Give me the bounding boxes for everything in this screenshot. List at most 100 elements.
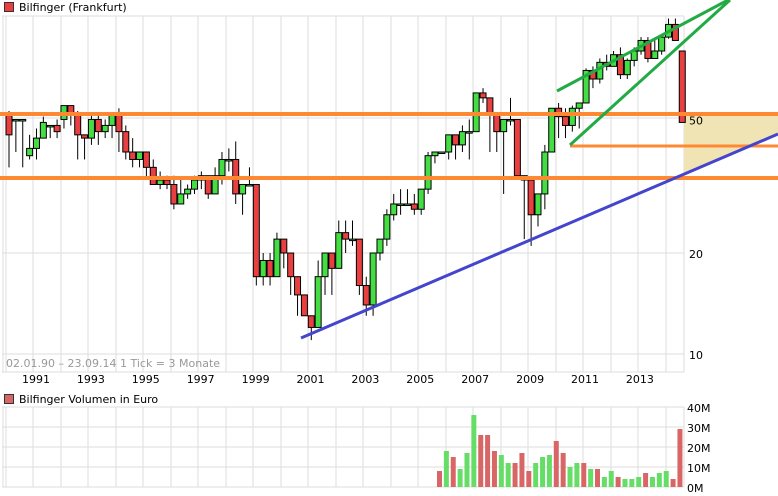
volume-legend-swatch: [4, 394, 14, 404]
candle-down: [149, 166, 157, 186]
y-tick-label: 10: [689, 349, 703, 362]
vol-y-tick-label: 40M: [687, 402, 711, 415]
candle-down: [486, 97, 494, 115]
candle-down: [129, 151, 137, 160]
candle-down: [678, 50, 686, 123]
candle-down: [300, 294, 308, 317]
candle-up: [190, 179, 198, 190]
candle-up: [438, 151, 446, 154]
candle-up: [314, 276, 322, 328]
y-tick-label: 20: [689, 248, 703, 261]
candle-up: [383, 214, 391, 240]
candle-up: [465, 131, 473, 134]
volume-bar: [540, 457, 546, 487]
candle-up: [369, 252, 377, 306]
candle-down: [266, 259, 274, 278]
x-tick-label: 2001: [297, 373, 325, 386]
candle-up: [335, 232, 343, 269]
candle-down: [452, 134, 460, 146]
candle-down: [170, 184, 178, 205]
volume-bar: [553, 441, 559, 487]
candle-up: [417, 188, 425, 210]
volume-bar: [485, 435, 491, 487]
volume-bar: [629, 479, 635, 487]
volume-bar: [478, 435, 484, 487]
candle-down: [328, 252, 336, 269]
candle-up: [39, 121, 47, 139]
candle-down: [513, 118, 521, 177]
price-legend: Bilfinger (Frankfurt): [4, 0, 127, 14]
candle-down: [561, 116, 569, 126]
candle-down: [142, 151, 150, 168]
candle-up: [500, 118, 508, 133]
volume-bar: [457, 469, 463, 487]
candle-down: [163, 179, 171, 186]
volume-bar: [608, 471, 614, 487]
candle-up: [46, 124, 54, 128]
vol-y-tick-label: 0M: [687, 482, 704, 495]
x-tick-label: 1995: [132, 373, 160, 386]
candle-up: [548, 107, 556, 153]
candle-down: [74, 113, 82, 136]
volume-bar: [526, 471, 532, 487]
volume-bar: [574, 463, 580, 487]
volume-bar: [505, 463, 511, 487]
candle-down: [527, 179, 535, 216]
candle-down: [671, 23, 679, 41]
candle-down: [81, 134, 89, 139]
volume-bar: [649, 477, 655, 487]
volume-bar: [581, 463, 587, 487]
volume-bar: [601, 477, 607, 487]
volume-bar: [615, 477, 621, 487]
candle-down: [410, 203, 418, 210]
candle-down: [479, 92, 487, 99]
candle-up: [541, 151, 549, 195]
candle-up: [623, 59, 631, 76]
candle-down: [280, 238, 288, 254]
candle-up: [534, 193, 542, 216]
range-info: 02.01.90 – 23.09.14 1 Tick = 3 Monate: [6, 357, 221, 370]
x-tick-label: 2011: [571, 373, 599, 386]
volume-bar: [450, 457, 456, 487]
volume-bar: [595, 469, 601, 487]
volume-bar: [588, 469, 594, 487]
candle-up: [582, 69, 590, 104]
candle-down: [5, 113, 13, 136]
candle-up: [273, 238, 281, 278]
volume-bar: [464, 453, 470, 487]
candle-up: [403, 203, 411, 206]
candle-up: [349, 238, 356, 242]
candle-down: [644, 39, 652, 59]
volume-bar: [663, 471, 669, 487]
x-tick-label: 2007: [461, 373, 489, 386]
x-tick-label: 2009: [516, 373, 544, 386]
candle-up: [458, 131, 466, 146]
candle-up: [136, 151, 144, 160]
candle-down: [115, 113, 123, 133]
candle-up: [431, 151, 439, 157]
candle-up: [32, 137, 40, 149]
candle-up: [225, 158, 233, 162]
candle-up: [19, 118, 27, 122]
candle-down: [204, 175, 212, 195]
volume-bar: [519, 453, 525, 487]
candle-up: [568, 107, 576, 126]
candle-down: [342, 232, 350, 240]
volume-bar: [643, 473, 649, 487]
volume-bar: [560, 453, 566, 487]
price-legend-label: Bilfinger (Frankfurt): [19, 0, 127, 14]
candle-up: [651, 50, 659, 59]
vol-y-tick-label: 10M: [687, 462, 711, 475]
x-tick-label: 1991: [22, 373, 50, 386]
candle-up: [211, 175, 219, 195]
candle-up: [507, 118, 515, 122]
candle-up: [445, 134, 453, 153]
price-legend-swatch: [4, 2, 14, 12]
channel-lower-line: [568, 0, 732, 147]
candle-up: [87, 118, 95, 139]
volume-bar: [512, 463, 518, 487]
volume-bar: [670, 479, 676, 487]
candle-down: [294, 276, 302, 296]
candle-down: [493, 113, 501, 133]
candle-down: [287, 252, 295, 278]
